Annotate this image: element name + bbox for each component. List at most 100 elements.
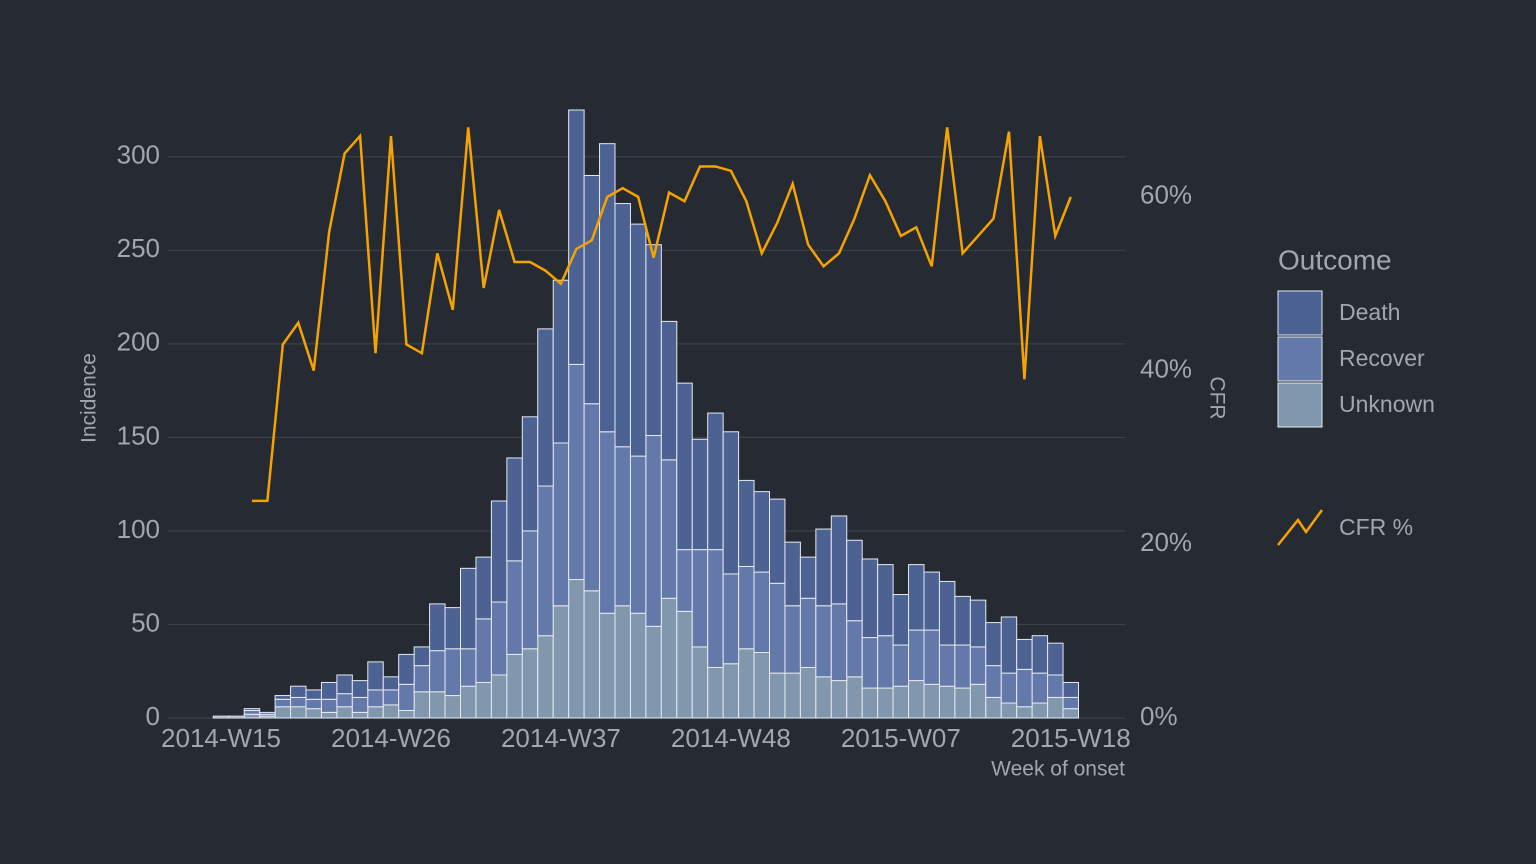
bar-segment <box>521 416 539 532</box>
bar-segment <box>568 109 585 365</box>
bar-segment <box>537 485 554 637</box>
bar-segment <box>738 648 755 719</box>
bar-segment <box>784 672 801 719</box>
bar-segment <box>336 693 353 708</box>
bar-segment <box>290 696 307 708</box>
bar-segment <box>660 320 678 461</box>
bar-segment <box>351 711 369 719</box>
bar-segment <box>691 549 709 648</box>
bar-segment <box>769 498 786 584</box>
bar-segment <box>799 666 817 719</box>
bar-segment <box>243 708 261 712</box>
bar-segment <box>583 174 601 405</box>
bar-segment <box>892 644 910 687</box>
bar-segment <box>336 674 353 695</box>
bar-segment <box>490 674 508 719</box>
bar-segment <box>722 431 740 575</box>
bar-segment <box>475 618 492 683</box>
bar-segment <box>614 605 631 719</box>
y-tick-label: 300 <box>117 140 160 170</box>
bar-segment <box>1062 681 1080 698</box>
bar-segment <box>938 685 956 719</box>
bar-segment <box>305 708 322 719</box>
bar-segment <box>769 672 786 719</box>
bar-segment <box>769 582 786 674</box>
bar-segment <box>877 687 894 719</box>
legend-swatch <box>1277 290 1323 336</box>
legend-line <box>1277 509 1324 546</box>
x-tick-label: 2014-W15 <box>161 723 281 753</box>
bar-segment <box>846 620 863 678</box>
bar-segment <box>290 685 307 698</box>
bar-segment <box>382 689 400 706</box>
bar-segment <box>1031 635 1049 674</box>
bar-segment <box>599 431 616 614</box>
bar-segment <box>1047 696 1064 719</box>
bar-segment <box>398 653 415 685</box>
bar-segment <box>645 435 662 627</box>
bar-segment <box>367 661 384 691</box>
legend-label: Death <box>1339 299 1400 325</box>
bar-segment <box>537 328 554 487</box>
bar-segment <box>861 687 879 719</box>
bar-segment <box>460 685 477 719</box>
bar-segment <box>583 403 601 592</box>
bar-segment <box>413 646 431 667</box>
bar-segment <box>444 607 461 650</box>
bar-segment <box>382 676 400 691</box>
y-axis-label: Incidence <box>78 353 101 443</box>
bar-segment <box>707 549 724 668</box>
bar-segment <box>753 652 770 719</box>
x-axis-label: Week of onset <box>991 758 1125 781</box>
bar-segment <box>460 567 477 650</box>
cfr-line <box>251 127 1072 503</box>
bar-segment <box>985 622 1002 667</box>
bar-segment <box>969 646 987 685</box>
bar-segment <box>506 560 523 655</box>
bar-segment <box>490 500 508 603</box>
bar-segment <box>676 549 693 612</box>
bar-segment <box>212 715 230 719</box>
legend-swatch <box>1277 382 1323 428</box>
bar-segment <box>290 706 307 719</box>
bar-segment <box>274 706 292 719</box>
bar-segment <box>1062 696 1080 710</box>
bar-segment <box>846 539 863 622</box>
bar-segment <box>985 665 1002 698</box>
bar-segment <box>799 556 817 599</box>
bar-segment <box>429 691 446 719</box>
x-tick-label: 2015-W18 <box>1011 723 1131 753</box>
bar-segment <box>908 680 925 719</box>
legend-swatch <box>1277 336 1323 382</box>
bar-segment <box>351 696 369 713</box>
bar-segment <box>367 706 384 719</box>
bar-segment <box>274 695 292 700</box>
bar-segment <box>923 683 940 719</box>
bar-segment <box>660 597 678 719</box>
bar-segment <box>444 695 461 719</box>
bar-segment <box>1000 702 1018 719</box>
bar-segment <box>413 665 431 693</box>
bar-segment <box>815 676 832 719</box>
x-tick-label: 2014-W26 <box>331 723 451 753</box>
bar-segment <box>552 605 570 719</box>
bar-segment <box>830 680 848 719</box>
bar-segment <box>877 564 894 637</box>
bar-segment <box>506 457 523 562</box>
y2-tick-label: 0% <box>1140 701 1178 731</box>
bar-segment <box>753 491 770 573</box>
bar-segment <box>1047 642 1064 676</box>
bar-segment <box>1047 674 1064 698</box>
x-tick-label: 2014-W48 <box>671 723 791 753</box>
bar-segment <box>877 635 894 689</box>
bar-segment <box>722 663 740 719</box>
bar-segment <box>614 446 631 607</box>
bar-segment <box>815 528 832 607</box>
bar-segment <box>938 644 956 687</box>
bar-segment <box>846 676 863 719</box>
bar-segment <box>707 666 724 719</box>
bar-segment <box>413 691 431 719</box>
y2-tick-label: 60% <box>1140 180 1192 210</box>
